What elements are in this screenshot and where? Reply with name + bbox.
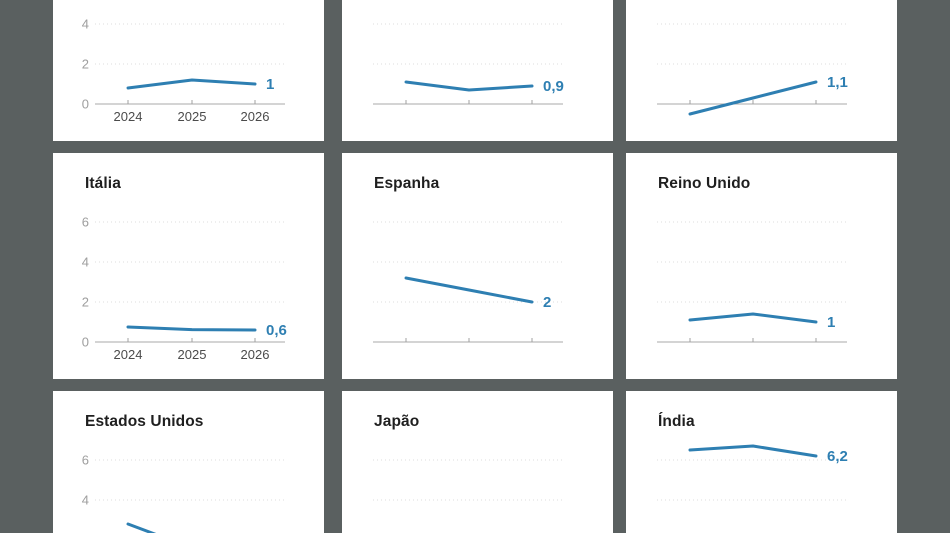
line-end-value-label: 1,1 (827, 74, 848, 91)
x-axis-tick-label: 2024 (114, 109, 143, 124)
y-axis-tick-label: 0 (82, 97, 89, 112)
line-chart: 1 (657, 221, 847, 343)
x-axis-tick-label: 2026 (241, 347, 270, 362)
line-chart: 0,9 (373, 23, 564, 105)
card-title: Reino Unido (658, 175, 751, 192)
line-chart (373, 459, 563, 501)
card-title: Japão (374, 413, 420, 430)
country-card-reino-unido: Reino Unido 1 (626, 153, 897, 379)
growth-line (688, 80, 818, 116)
y-axis-tick-label: 4 (82, 493, 89, 508)
line-chart: 0 2 4 6 2024 2025 2026 0,6 (82, 215, 287, 363)
line-end-value-label: 0,9 (543, 78, 564, 95)
x-axis-tick-label: 2025 (178, 347, 207, 362)
card-title: Índia (658, 413, 695, 430)
card-title: Estados Unidos (85, 413, 204, 430)
line-end-value-label: 6,2 (827, 448, 848, 465)
growth-line (688, 444, 818, 458)
country-card-italia: Itália 0 2 4 6 2024 2025 2026 0,6 (53, 153, 324, 379)
y-axis-tick-label: 4 (82, 255, 89, 270)
country-card-india: Índia 6,2 (626, 391, 897, 533)
y-axis-tick-label: 4 (82, 17, 89, 32)
y-axis-tick-label: 2 (82, 295, 89, 310)
card-title: Espanha (374, 175, 440, 192)
line-end-value-label: 0,6 (266, 322, 287, 339)
growth-line (404, 80, 534, 92)
line-end-value-label: 2 (543, 294, 551, 311)
x-axis-tick-label: 2024 (114, 347, 143, 362)
y-axis-tick-label: 6 (82, 453, 89, 468)
x-axis-tick-label: 2025 (178, 109, 207, 124)
growth-line (404, 276, 534, 304)
country-card-espanha: Espanha 2 (342, 153, 613, 379)
growth-line (126, 325, 257, 332)
line-chart: 6,2 (657, 444, 848, 501)
country-card-partial-2: 1,1 (626, 0, 897, 141)
country-card-partial-0: 02462024202520261 (53, 0, 324, 141)
country-card-partial-1: 0,9 (342, 0, 613, 141)
y-axis-tick-label: 6 (82, 215, 89, 230)
country-card-japao: Japão (342, 391, 613, 533)
growth-line (126, 78, 257, 90)
country-card-estados-unidos: Estados Unidos0246202420252026 (53, 391, 324, 533)
y-axis-tick-label: 2 (82, 57, 89, 72)
line-chart: 2 (373, 221, 563, 343)
x-axis-tick-label: 2026 (241, 109, 270, 124)
growth-line (126, 522, 157, 533)
line-chart: 1,1 (657, 23, 848, 116)
y-axis-tick-label: 0 (82, 335, 89, 350)
line-end-value-label: 1 (827, 314, 835, 331)
growth-line (688, 312, 818, 324)
card-title: Itália (85, 175, 121, 192)
line-end-value-label: 1 (266, 76, 274, 93)
line-chart: 02462024202520261 (82, 17, 285, 124)
